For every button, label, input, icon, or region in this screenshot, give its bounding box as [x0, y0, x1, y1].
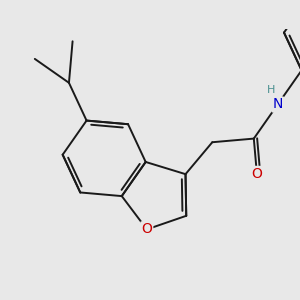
Text: O: O [141, 222, 152, 236]
Text: H: H [267, 85, 276, 95]
Text: O: O [251, 167, 262, 181]
Text: N: N [272, 98, 283, 112]
